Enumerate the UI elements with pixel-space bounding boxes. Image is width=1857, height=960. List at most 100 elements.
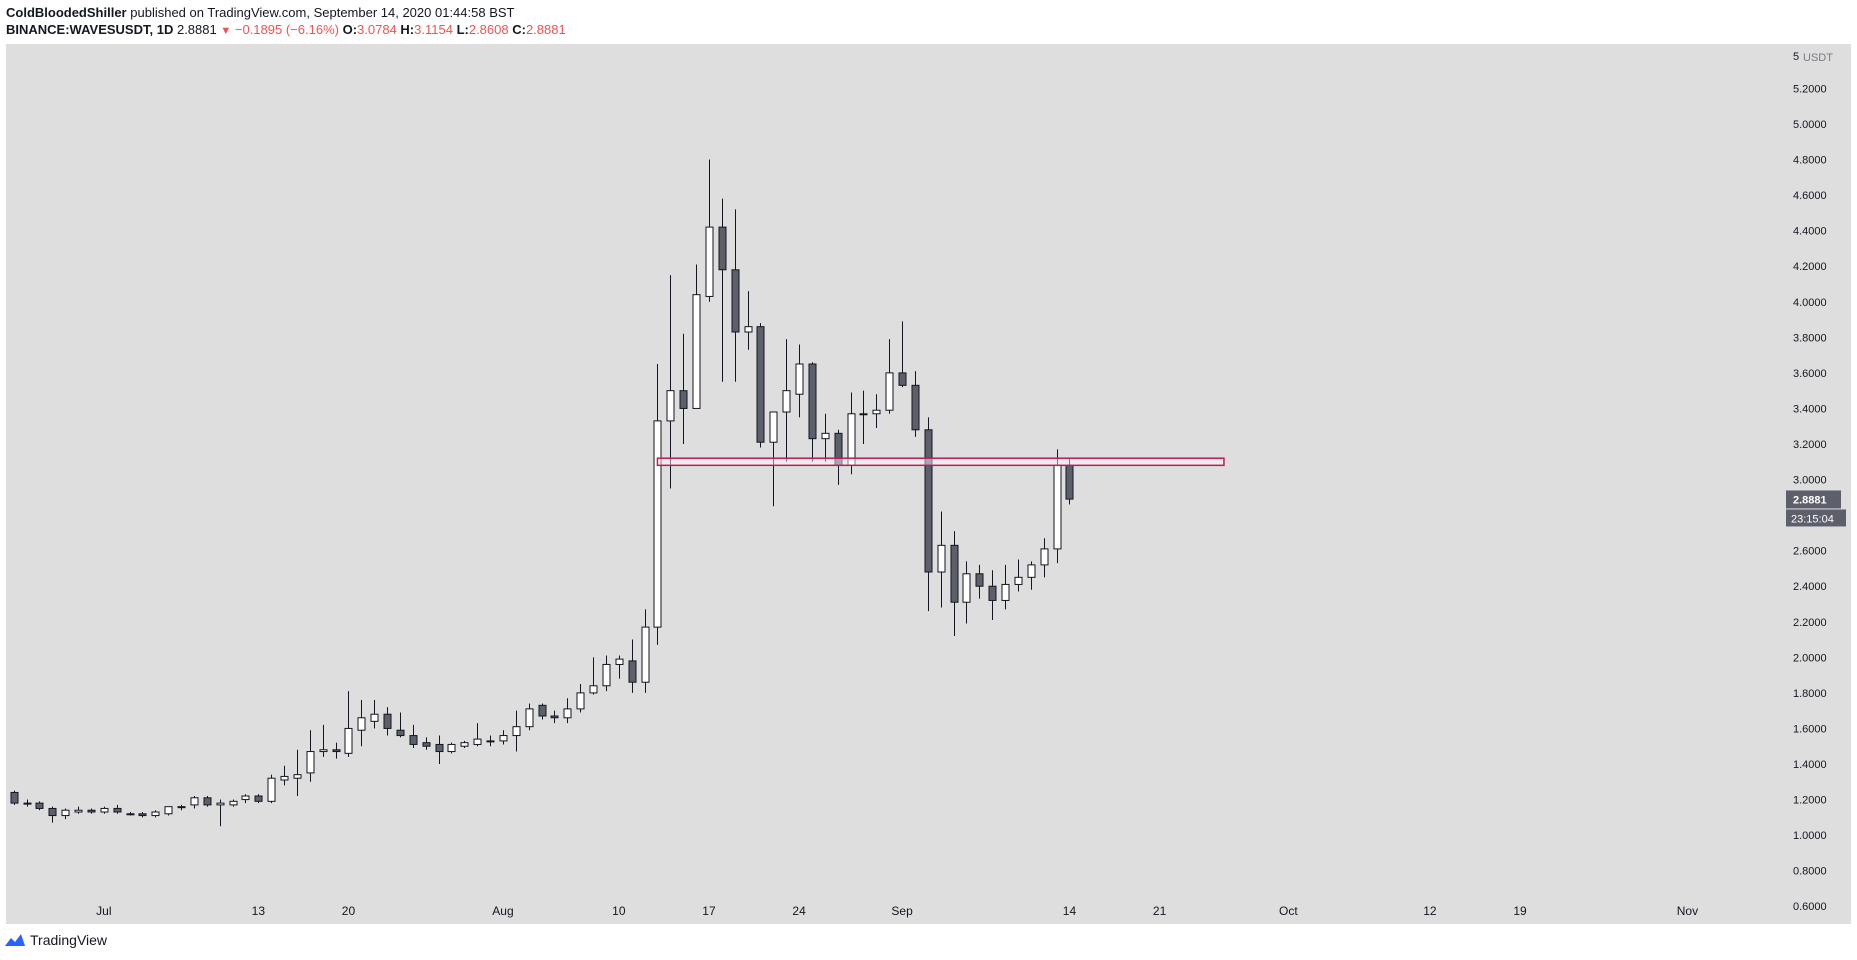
candle[interactable] (782, 339, 791, 462)
candle[interactable] (1027, 561, 1036, 590)
candle[interactable] (756, 323, 765, 448)
low-value: 2.8608 (468, 22, 509, 37)
resistance-level[interactable] (656, 457, 1225, 467)
candle[interactable] (138, 812, 147, 818)
candle[interactable] (602, 655, 611, 692)
candle[interactable] (267, 774, 276, 804)
candle[interactable] (319, 724, 328, 757)
candle[interactable] (898, 321, 907, 388)
candle[interactable] (306, 730, 315, 782)
candle[interactable] (203, 796, 212, 807)
candle[interactable] (499, 730, 508, 745)
plot-area[interactable] (6, 44, 1784, 924)
candle[interactable] (447, 742, 456, 754)
candle-body (718, 226, 727, 271)
candle[interactable] (1014, 559, 1023, 592)
candle[interactable] (10, 790, 19, 805)
candle[interactable] (769, 411, 778, 507)
candle-body (319, 749, 328, 753)
candle[interactable] (808, 362, 817, 462)
candle[interactable] (731, 209, 740, 382)
high-value: 3.1154 (414, 22, 453, 37)
candle[interactable] (396, 712, 405, 738)
candle[interactable] (924, 417, 933, 612)
candle[interactable] (641, 609, 650, 693)
candle[interactable] (1053, 449, 1062, 564)
candle[interactable] (576, 684, 585, 713)
candle-body (293, 774, 302, 779)
price-tag (1786, 490, 1841, 509)
tradingview-brand[interactable]: TradingView (30, 932, 108, 948)
x-axis-labels: Jul 13 20 Aug 10 17 24 Sep 14 21 Oct 12 19 Nov (96, 904, 1698, 918)
candle[interactable] (473, 723, 482, 747)
candle[interactable] (151, 810, 160, 818)
candle-body (744, 326, 753, 333)
candle[interactable] (615, 655, 624, 679)
candle[interactable] (821, 413, 830, 462)
candle[interactable] (1001, 564, 1010, 610)
candle[interactable] (975, 564, 984, 599)
candle[interactable] (383, 707, 392, 736)
candle[interactable] (280, 765, 289, 786)
candle[interactable] (718, 198, 727, 382)
candle[interactable] (885, 339, 894, 414)
candle[interactable] (872, 394, 881, 428)
candle[interactable] (937, 511, 946, 608)
candle[interactable] (705, 159, 714, 302)
candle[interactable] (216, 799, 225, 827)
candle[interactable] (241, 794, 250, 804)
candle[interactable] (177, 804, 186, 811)
candle[interactable] (795, 344, 804, 418)
candle[interactable] (563, 698, 572, 724)
candle[interactable] (512, 710, 521, 752)
candle[interactable] (435, 735, 444, 764)
unit-badge (1801, 50, 1834, 64)
y-tick-label: 5.0000 (1793, 119, 1827, 131)
horizontal-levels[interactable] (656, 457, 1225, 467)
price-axis[interactable] (1784, 44, 1851, 924)
candle[interactable] (370, 700, 379, 729)
candle[interactable] (1040, 538, 1049, 578)
author-link[interactable]: ColdBloodedShiller (6, 5, 127, 20)
candle[interactable] (332, 742, 341, 759)
candle[interactable] (23, 799, 32, 807)
candle[interactable] (344, 691, 353, 757)
candle[interactable] (87, 808, 96, 814)
candle-body (1065, 464, 1074, 500)
candle[interactable] (190, 796, 199, 809)
candle[interactable] (293, 749, 302, 796)
candle-body (344, 727, 353, 754)
candle[interactable] (653, 364, 662, 645)
candle[interactable] (254, 794, 263, 804)
candle[interactable] (988, 570, 997, 620)
candle[interactable] (164, 806, 173, 816)
candle[interactable] (666, 275, 675, 489)
candle[interactable] (486, 735, 495, 747)
candle-body (924, 429, 933, 573)
candle[interactable] (525, 703, 534, 731)
candle[interactable] (962, 561, 971, 624)
candle[interactable] (357, 700, 366, 747)
candlestick-chart[interactable]: 5.2000 5.0000 4.8000 4.6000 4.4000 4.2000 4.00… (0, 0, 1857, 930)
candle[interactable] (628, 639, 637, 693)
candle[interactable] (74, 806, 83, 814)
candle[interactable] (550, 710, 559, 724)
candle[interactable] (460, 740, 469, 748)
candle[interactable] (35, 801, 44, 811)
candle[interactable] (48, 806, 57, 823)
candle[interactable] (589, 657, 598, 695)
candle[interactable] (950, 531, 959, 636)
candle[interactable] (538, 703, 547, 720)
candle[interactable] (859, 390, 868, 444)
candle[interactable] (744, 291, 753, 350)
candle[interactable] (61, 808, 70, 820)
candle[interactable] (692, 264, 701, 409)
candle[interactable] (229, 799, 238, 807)
candle[interactable] (409, 724, 418, 748)
candle[interactable] (126, 812, 135, 816)
candle[interactable] (422, 737, 431, 750)
candle[interactable] (113, 804, 122, 814)
candle[interactable] (679, 333, 688, 444)
candle[interactable] (100, 806, 109, 814)
candle[interactable] (911, 371, 920, 437)
